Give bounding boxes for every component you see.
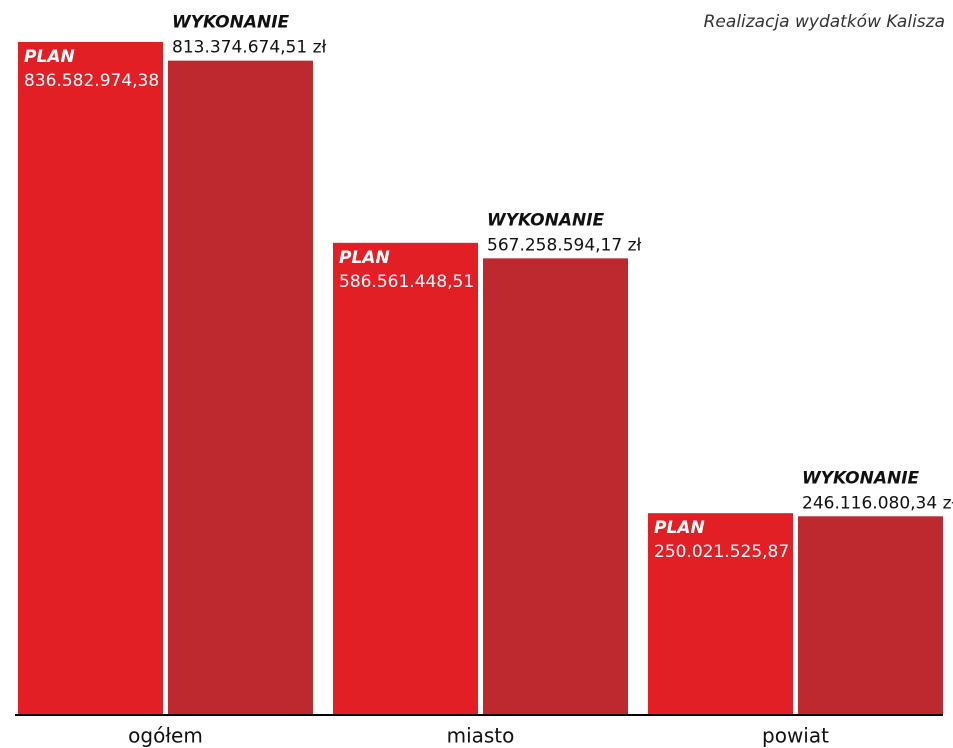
value-label: 586.561.448,51 zł (339, 272, 494, 292)
chart-title: Realizacja wydatków Kalisza (704, 12, 945, 32)
value-label: 250.021.525,87 zł (654, 542, 809, 562)
bar (648, 513, 793, 714)
value-label: 567.258.594,17 zł (487, 235, 642, 255)
x-tick-label: miasto (447, 724, 515, 748)
series-label: PLAN (24, 47, 75, 67)
bar (168, 60, 313, 715)
bar (333, 242, 478, 714)
value-label: 813.374.674,51 zł (172, 38, 327, 58)
x-tick-label: ogółem (128, 724, 203, 748)
bar (18, 42, 163, 714)
series-label: WYKONANIE (487, 210, 605, 230)
x-tick-label: powiat (762, 724, 829, 748)
bar (798, 516, 943, 714)
series-label: WYKONANIE (172, 13, 290, 33)
value-label: 836.582.974,38 zł (24, 71, 179, 91)
series-label: PLAN (339, 248, 390, 268)
series-label: WYKONANIE (802, 468, 920, 488)
series-label: PLAN (654, 518, 705, 538)
bar (483, 258, 628, 714)
value-label: 246.116.080,34 zł (802, 493, 953, 513)
